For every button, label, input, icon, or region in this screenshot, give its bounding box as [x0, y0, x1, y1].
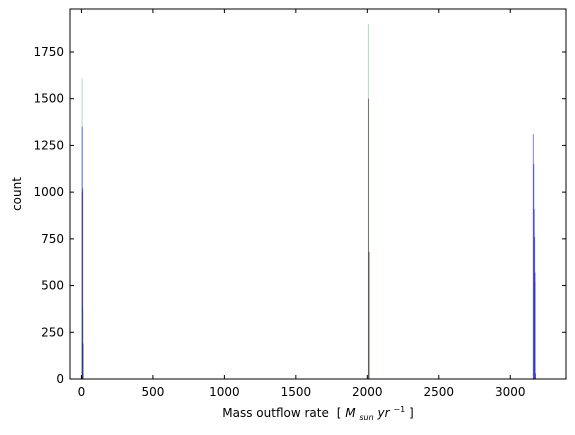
histogram-bar-s2-2 [368, 98, 370, 380]
histogram-bar-s2-0 [81, 192, 83, 379]
x-axis-ticks: 0 500 1000 1500 2000 2500 3000 [78, 9, 526, 399]
x-axis-unit-sub: sun [359, 413, 373, 422]
x-axis-unit-yr: yr [377, 406, 391, 420]
y-axis-ticks: 0 250 500 750 1000 1250 1500 1750 [33, 45, 566, 386]
axes-frame [69, 8, 567, 380]
histogram-bar-s2-1 [82, 371, 84, 379]
y-tick-label: 1750 [33, 45, 64, 59]
histogram-bar-s1-7 [534, 272, 536, 379]
x-axis-unit-sup: −1 [393, 405, 405, 414]
y-tick-label: 1250 [33, 138, 64, 152]
y-tick-label: 500 [41, 279, 64, 293]
x-tick-label: 2500 [424, 385, 455, 399]
histogram-bar-s2-3 [368, 251, 370, 379]
x-tick-label: 500 [141, 385, 164, 399]
y-tick-label: 0 [56, 372, 64, 386]
histogram-bar-s1-8 [534, 373, 536, 379]
histogram-bars [81, 23, 536, 380]
x-tick-label: 1000 [209, 385, 240, 399]
x-tick-label: 2000 [352, 385, 383, 399]
histogram-bar-s1-2 [82, 343, 84, 379]
y-tick-label: 1500 [33, 92, 64, 106]
x-axis-unit-m: M [345, 406, 356, 420]
x-tick-label: 0 [78, 385, 86, 399]
x-axis-label-text: Mass outflow rate [222, 406, 329, 420]
x-tick-label: 1500 [281, 385, 312, 399]
y-tick-label: 250 [41, 325, 64, 339]
y-tick-label: 1000 [33, 185, 64, 199]
y-axis-label: count [10, 177, 24, 211]
x-tick-label: 3000 [495, 385, 526, 399]
x-axis-unit-close: ] [409, 406, 414, 420]
x-axis-unit-open: [ [337, 406, 342, 420]
y-tick-label: 750 [41, 232, 64, 246]
x-axis-label: Mass outflow rate [ M sun yr −1 ] [222, 401, 413, 423]
